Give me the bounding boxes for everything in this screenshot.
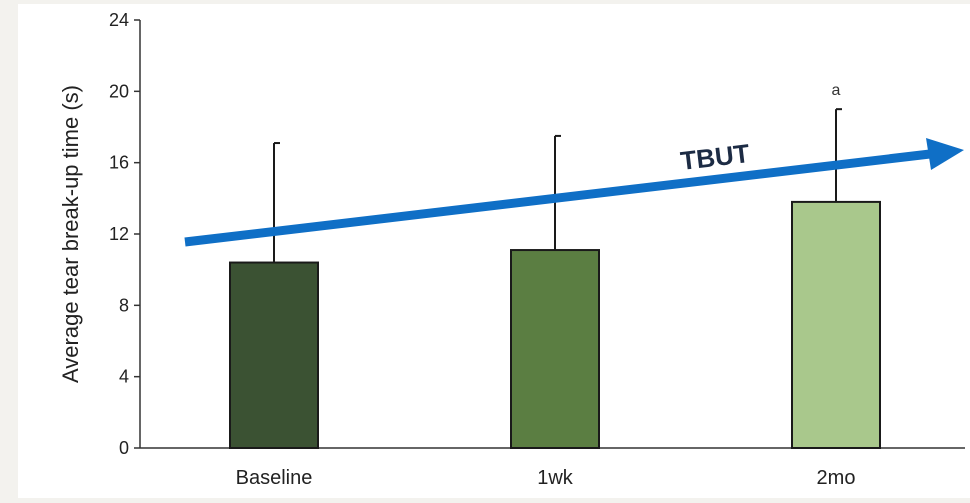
bar-baseline [229,261,319,449]
bar-2mo [791,200,881,449]
significance-label: a [832,82,841,99]
y-tick-label: 24 [109,10,129,30]
y-tick-labels: 0 4 8 12 16 20 24 [109,10,129,458]
y-tick-label: 16 [109,153,129,173]
y-tick-label: 8 [119,295,129,315]
y-tick-label: 0 [119,438,129,458]
x-tick-labels: Baseline 1wk 2mo [236,467,856,489]
error-bars-group: a [273,82,842,263]
x-tick-label: 1wk [537,467,574,489]
x-tick-label: Baseline [236,467,313,489]
bars-group [229,200,881,449]
trend-arrow-head [926,138,964,170]
x-tick-label: 2mo [817,467,856,489]
trend-arrow-shaft [184,149,931,247]
y-tick-label: 20 [109,81,129,101]
y-tick-label: 12 [109,224,129,244]
y-axis-label: Average tear break-up time (s) [58,85,83,383]
bar-1wk [510,249,600,449]
y-tick-label: 4 [119,367,129,387]
